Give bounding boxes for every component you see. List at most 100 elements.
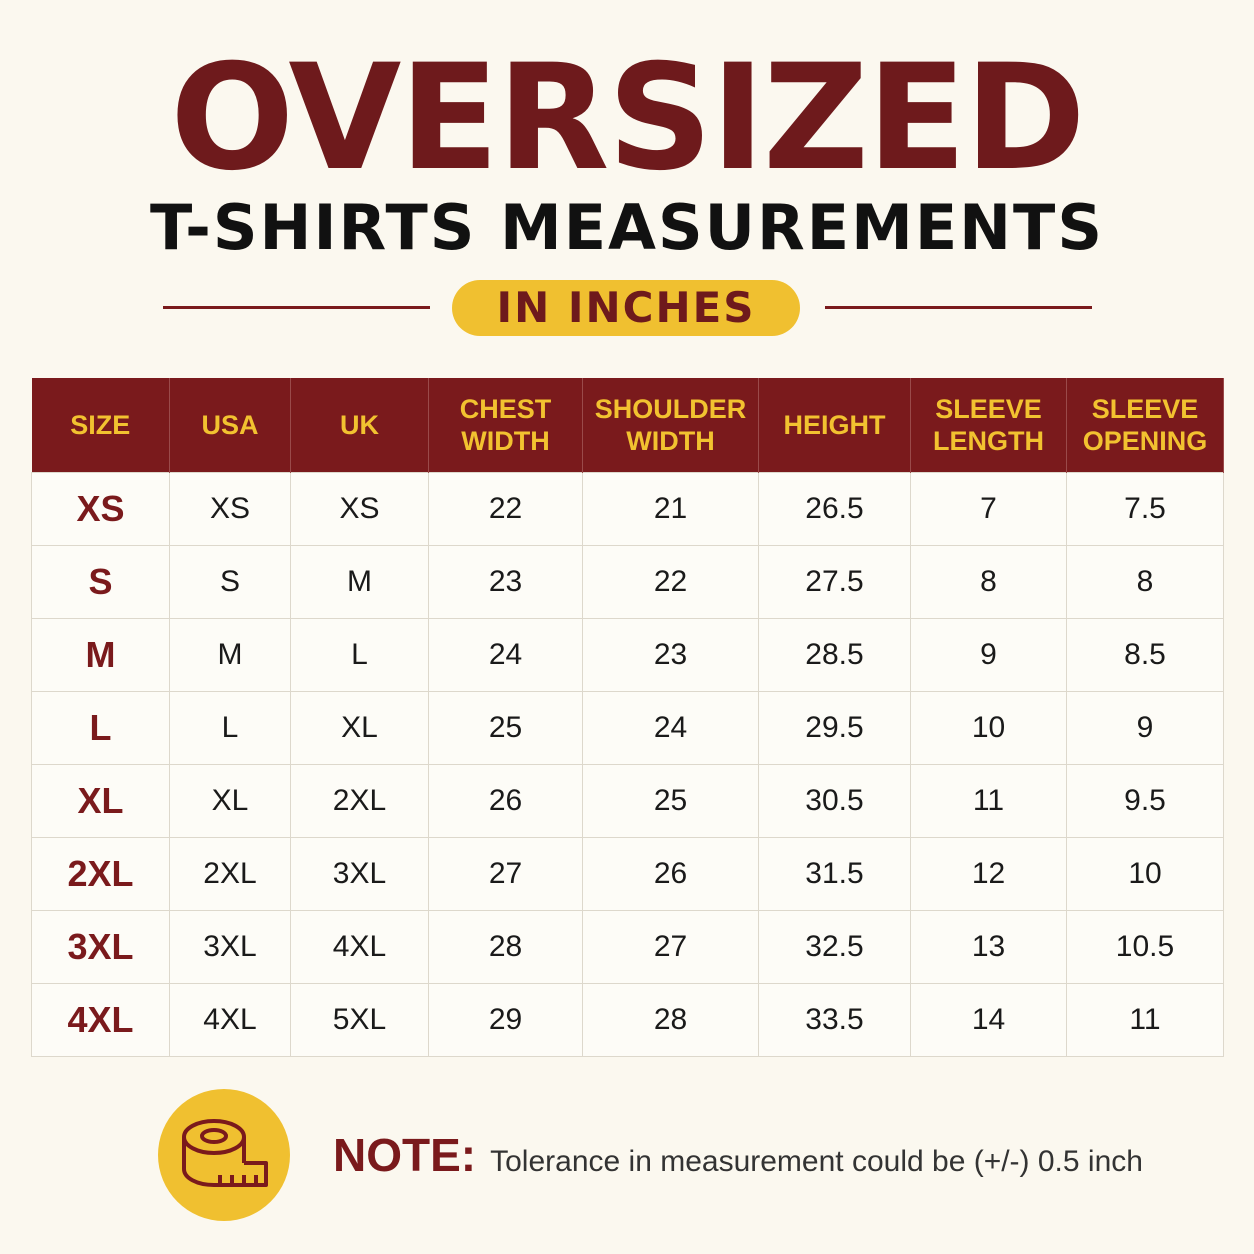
- header-cell: SLEEVE LENGTH: [910, 378, 1067, 473]
- cell: 14: [910, 983, 1067, 1057]
- header-text: SHOULDER WIDTH: [594, 394, 747, 456]
- cell: 7: [910, 472, 1067, 546]
- table-body: XS XS XS 22 21 26.5 7 7.5 S S M 23 22 27.5 8 8 M M L 24 23 28…: [31, 472, 1224, 1057]
- cell: 31.5: [758, 837, 911, 911]
- tape-icon: [158, 1089, 290, 1221]
- cell: M: [290, 545, 429, 619]
- table-row: M M L 24 23 28.5 9 8.5: [31, 618, 1224, 692]
- header-cell: HEIGHT: [758, 378, 911, 473]
- cell: 9: [1066, 691, 1224, 765]
- cell: S: [169, 545, 291, 619]
- cell: 12: [910, 837, 1067, 911]
- header-cell: CHEST WIDTH: [428, 378, 583, 473]
- cell: 9: [910, 618, 1067, 692]
- cell: 3XL: [169, 910, 291, 984]
- note-label: NOTE:: [333, 1129, 477, 1181]
- cell: 4XL: [169, 983, 291, 1057]
- cell: 7.5: [1066, 472, 1224, 546]
- cell: 21: [582, 472, 759, 546]
- cell: 24: [582, 691, 759, 765]
- cell: 11: [910, 764, 1067, 838]
- header-text: SLEEVE LENGTH: [933, 394, 1044, 456]
- note: NOTE: Tolerance in measurement could be (…: [333, 1125, 1143, 1196]
- cell: 24: [428, 618, 583, 692]
- cell: 33.5: [758, 983, 911, 1057]
- cell: 30.5: [758, 764, 911, 838]
- badge: IN INCHES: [452, 280, 800, 336]
- cell: 11: [1066, 983, 1224, 1057]
- header-text: SLEEVE OPENING: [1082, 394, 1208, 456]
- size-cell: 2XL: [31, 837, 170, 911]
- cell: 5XL: [290, 983, 429, 1057]
- rule: [163, 306, 430, 309]
- table-row: XS XS XS 22 21 26.5 7 7.5: [31, 472, 1224, 546]
- cell: 29.5: [758, 691, 911, 765]
- cell: XS: [290, 472, 429, 546]
- cell: 22: [428, 472, 583, 546]
- cell: XL: [169, 764, 291, 838]
- cell: 9.5: [1066, 764, 1224, 838]
- rule: [825, 306, 1092, 309]
- header-text: CHEST WIDTH: [459, 394, 552, 456]
- cell: 25: [582, 764, 759, 838]
- cell: 2XL: [290, 764, 429, 838]
- cell: 10: [910, 691, 1067, 765]
- cell: 23: [428, 545, 583, 619]
- table-row: 3XL 3XL 4XL 28 27 32.5 13 10.5: [31, 910, 1224, 984]
- cell: 26: [428, 764, 583, 838]
- size-cell: M: [31, 618, 170, 692]
- cell: 23: [582, 618, 759, 692]
- cell: 27: [582, 910, 759, 984]
- cell: M: [169, 618, 291, 692]
- header-text: SIZE: [70, 410, 131, 440]
- cell: 25: [428, 691, 583, 765]
- size-cell: 4XL: [31, 983, 170, 1057]
- cell: 29: [428, 983, 583, 1057]
- cell: 4XL: [290, 910, 429, 984]
- note-text: Tolerance in measurement could be (+/-) …: [490, 1145, 1143, 1178]
- cell: 32.5: [758, 910, 911, 984]
- header-text: USA: [201, 410, 259, 440]
- table-row: S S M 23 22 27.5 8 8: [31, 545, 1224, 619]
- cell: 28: [582, 983, 759, 1057]
- size-cell: L: [31, 691, 170, 765]
- cell: 13: [910, 910, 1067, 984]
- size-cell: 3XL: [31, 910, 170, 984]
- header-cell: SHOULDER WIDTH: [582, 378, 759, 473]
- cell: 8.5: [1066, 618, 1224, 692]
- cell: 8: [1066, 545, 1224, 619]
- table-row: L L XL 25 24 29.5 10 9: [31, 691, 1224, 765]
- cell: 28.5: [758, 618, 911, 692]
- header-cell: SLEEVE OPENING: [1066, 378, 1224, 473]
- header-text: HEIGHT: [783, 410, 886, 440]
- subtitle: T-SHIRTS MEASUREMENTS: [149, 191, 1105, 264]
- cell: XL: [290, 691, 429, 765]
- size-cell: XS: [31, 472, 170, 546]
- cell: 28: [428, 910, 583, 984]
- cell: XS: [169, 472, 291, 546]
- cell: L: [290, 618, 429, 692]
- cell: 26: [582, 837, 759, 911]
- cell: 22: [582, 545, 759, 619]
- cell: 10.5: [1066, 910, 1224, 984]
- cell: 26.5: [758, 472, 911, 546]
- size-cell: S: [31, 545, 170, 619]
- table-row: 2XL 2XL 3XL 27 26 31.5 12 10: [31, 837, 1224, 911]
- header-cell: SIZE: [31, 378, 170, 473]
- cell: L: [169, 691, 291, 765]
- cell: 27: [428, 837, 583, 911]
- title: OVERSIZED: [170, 33, 1086, 203]
- header-cell: USA: [169, 378, 291, 473]
- header-cell: UK: [290, 378, 429, 473]
- cell: 3XL: [290, 837, 429, 911]
- cell: 10: [1066, 837, 1224, 911]
- table-row: 4XL 4XL 5XL 29 28 33.5 14 11: [31, 983, 1224, 1057]
- header-row: SIZE USA UK CHEST WIDTH SHOULDER WIDTH HEIGHT…: [31, 378, 1224, 473]
- size-table: SIZE USA UK CHEST WIDTH SHOULDER WIDTH HEIGHT…: [31, 378, 1224, 1057]
- cell: 2XL: [169, 837, 291, 911]
- size-cell: XL: [31, 764, 170, 838]
- cell: 27.5: [758, 545, 911, 619]
- cell: 8: [910, 545, 1067, 619]
- header-text: UK: [340, 410, 379, 440]
